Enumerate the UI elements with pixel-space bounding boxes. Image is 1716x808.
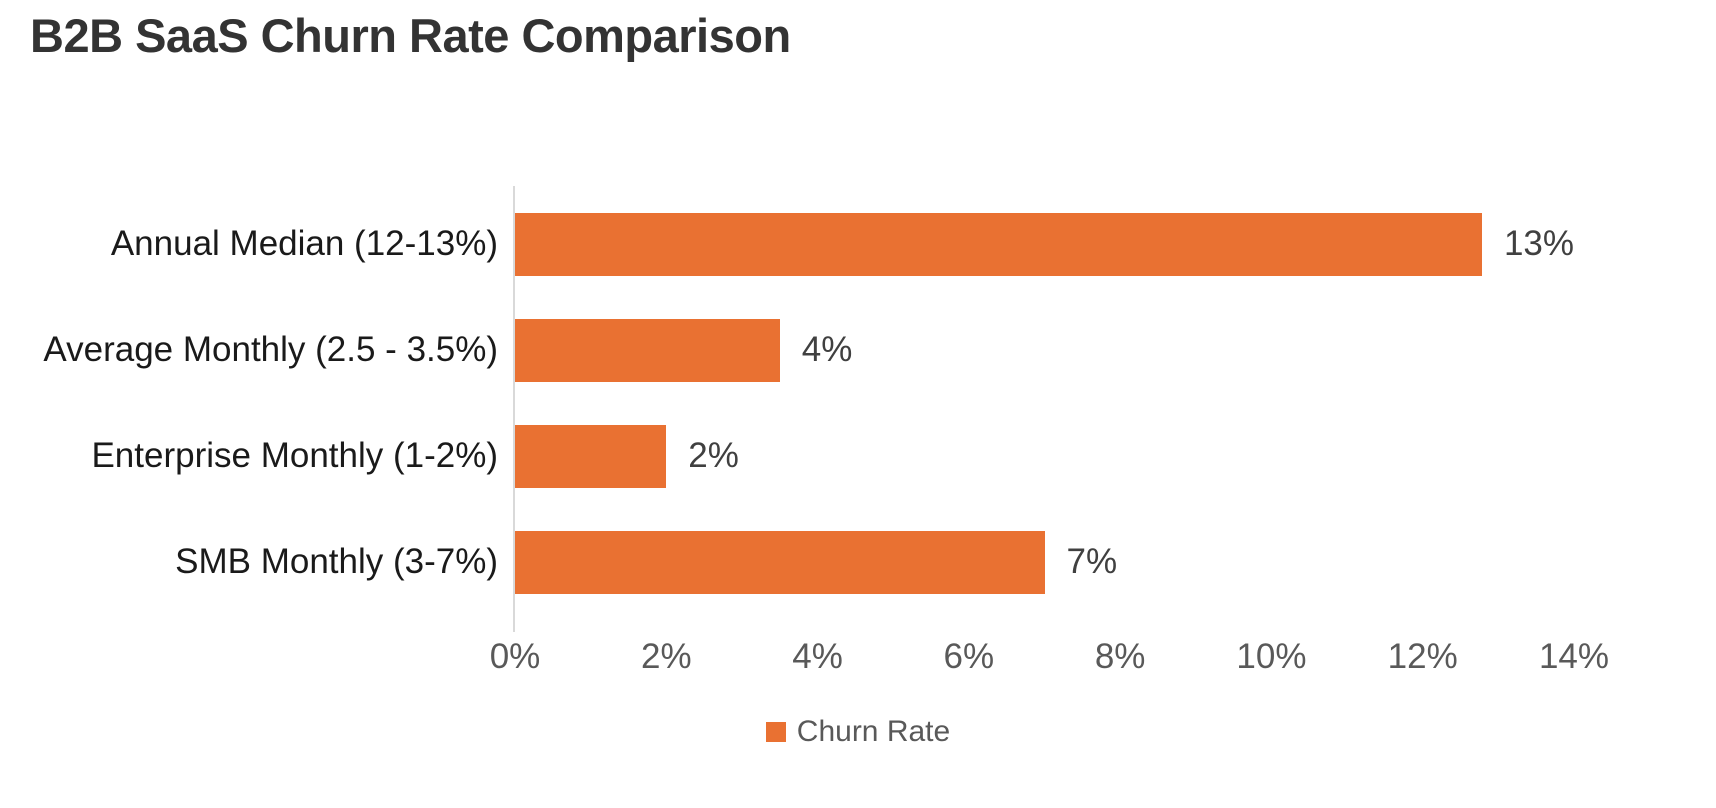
category-label: SMB Monthly (3-7%) (175, 542, 498, 581)
data-label: 7% (1066, 542, 1118, 581)
bar (515, 212, 1482, 276)
bar (515, 530, 1045, 594)
x-tick: 10% (1236, 637, 1307, 676)
legend-swatch-icon (765, 722, 786, 742)
category-label: Average Monthly (2.5 - 3.5%) (43, 330, 498, 369)
bar-track: 7% (515, 530, 1574, 594)
bar (515, 424, 667, 488)
bar-row: SMB Monthly (3-7%) 7% (0, 509, 1716, 615)
y-axis-line (513, 186, 515, 632)
plot-area: Annual Median (12-13%) 13% Average Month… (0, 191, 1716, 615)
x-tick: 12% (1387, 637, 1458, 676)
x-tick: 8% (1094, 637, 1146, 676)
bar-row: Average Monthly (2.5 - 3.5%) 4% (0, 297, 1716, 403)
x-tick: 6% (943, 637, 995, 676)
x-tick: 2% (640, 637, 692, 676)
category-label: Annual Median (12-13%) (110, 224, 498, 263)
data-label: 4% (801, 330, 853, 369)
data-label: 2% (688, 436, 739, 475)
bar (515, 318, 780, 382)
x-axis: 0% 2% 4% 6% 8% 10% 12% 14% (490, 637, 1609, 681)
chart-title: B2B SaaS Churn Rate Comparison (30, 9, 791, 62)
bar-track: 13% (515, 212, 1574, 276)
bar-track: 4% (515, 318, 1574, 382)
bar-row: Annual Median (12-13%) 13% (0, 191, 1716, 297)
x-tick: 14% (1538, 637, 1610, 676)
legend-label: Churn Rate (796, 715, 951, 748)
bar-row: Enterprise Monthly (1-2%) 2% (0, 403, 1716, 509)
x-tick: 0% (489, 637, 541, 676)
x-tick: 4% (792, 637, 843, 676)
bar-track: 2% (515, 424, 1574, 488)
data-label: 13% (1503, 224, 1574, 263)
legend: Churn Rate (0, 712, 1716, 752)
category-label: Enterprise Monthly (1-2%) (91, 436, 498, 475)
